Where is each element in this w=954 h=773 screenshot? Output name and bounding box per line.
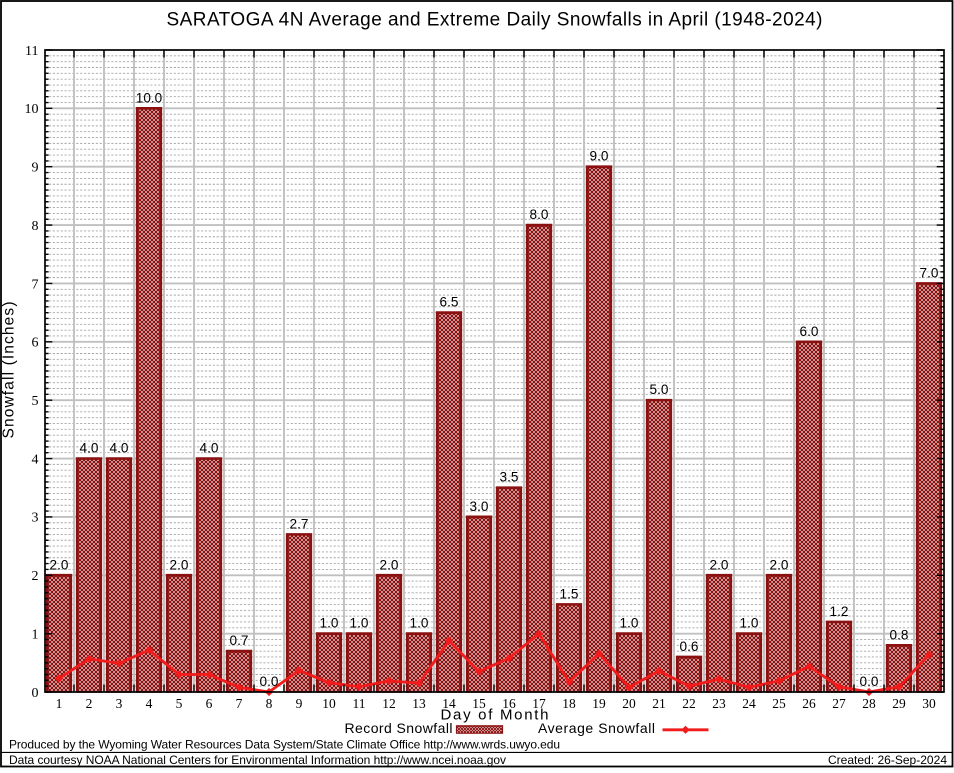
svg-text:0.6: 0.6	[680, 639, 699, 654]
svg-text:6: 6	[206, 696, 213, 711]
svg-text:0.7: 0.7	[230, 633, 249, 648]
svg-text:4.0: 4.0	[200, 441, 219, 456]
svg-text:8: 8	[266, 696, 273, 711]
svg-text:5.0: 5.0	[650, 382, 669, 397]
svg-text:1.2: 1.2	[830, 604, 849, 619]
svg-text:18: 18	[562, 696, 576, 711]
svg-text:2.0: 2.0	[380, 557, 399, 572]
svg-text:23: 23	[712, 696, 726, 711]
svg-text:11: 11	[25, 44, 38, 59]
svg-text:1.0: 1.0	[740, 616, 759, 631]
svg-text:2: 2	[32, 569, 39, 584]
svg-text:1: 1	[32, 627, 39, 642]
svg-text:4: 4	[146, 696, 153, 711]
svg-text:21: 21	[652, 696, 666, 711]
svg-text:Produced by the Wyoming Water: Produced by the Wyoming Water Resources …	[9, 738, 560, 752]
svg-text:19: 19	[592, 696, 606, 711]
svg-text:2: 2	[86, 696, 93, 711]
svg-text:1.0: 1.0	[620, 616, 639, 631]
svg-text:2.0: 2.0	[770, 557, 789, 572]
svg-text:Average Snowfall: Average Snowfall	[538, 720, 655, 736]
svg-text:Created: 26-Sep-2024: Created: 26-Sep-2024	[828, 753, 947, 767]
svg-text:6.5: 6.5	[440, 295, 459, 310]
svg-text:1: 1	[56, 696, 63, 711]
svg-text:29: 29	[892, 696, 906, 711]
svg-text:Data courtesy NOAA National Ce: Data courtesy NOAA National Centers for …	[9, 753, 506, 767]
svg-text:8: 8	[32, 219, 39, 234]
svg-text:1.5: 1.5	[560, 586, 579, 601]
svg-text:7: 7	[236, 696, 243, 711]
svg-text:0.8: 0.8	[890, 627, 909, 642]
svg-text:12: 12	[382, 696, 396, 711]
svg-text:2.7: 2.7	[290, 516, 309, 531]
svg-text:3: 3	[116, 696, 123, 711]
svg-text:27: 27	[832, 696, 846, 711]
svg-text:10: 10	[322, 696, 336, 711]
svg-text:14: 14	[442, 696, 456, 711]
svg-text:Day of Month: Day of Month	[441, 706, 549, 723]
svg-text:22: 22	[682, 696, 696, 711]
svg-text:8.0: 8.0	[530, 207, 549, 222]
svg-text:4: 4	[32, 452, 39, 467]
svg-text:20: 20	[622, 696, 636, 711]
svg-text:SARATOGA 4N Average and Extrem: SARATOGA 4N Average and Extreme Daily Sn…	[167, 9, 823, 30]
svg-text:9: 9	[32, 161, 39, 176]
svg-text:9: 9	[296, 696, 303, 711]
svg-text:4.0: 4.0	[110, 441, 129, 456]
svg-text:3: 3	[32, 511, 39, 526]
svg-text:26: 26	[802, 696, 816, 711]
svg-text:28: 28	[862, 696, 876, 711]
svg-text:1.0: 1.0	[350, 616, 369, 631]
svg-text:5: 5	[176, 696, 183, 711]
svg-text:2.0: 2.0	[710, 557, 729, 572]
svg-text:5: 5	[32, 394, 39, 409]
svg-text:25: 25	[772, 696, 786, 711]
svg-text:3.5: 3.5	[500, 470, 519, 485]
svg-text:6.0: 6.0	[800, 324, 819, 339]
svg-text:3.0: 3.0	[470, 499, 489, 514]
svg-text:2.0: 2.0	[50, 557, 69, 572]
svg-text:24: 24	[742, 696, 756, 711]
svg-text:0.0: 0.0	[260, 674, 279, 689]
svg-text:13: 13	[412, 696, 426, 711]
svg-text:4.0: 4.0	[80, 441, 99, 456]
svg-text:30: 30	[922, 696, 936, 711]
svg-text:9.0: 9.0	[590, 149, 609, 164]
svg-text:15: 15	[472, 696, 486, 711]
svg-text:11: 11	[353, 696, 366, 711]
svg-text:16: 16	[502, 696, 516, 711]
svg-text:0: 0	[32, 686, 39, 701]
svg-text:Record Snowfall: Record Snowfall	[345, 720, 453, 736]
svg-text:10: 10	[25, 102, 39, 117]
svg-text:7: 7	[32, 277, 39, 292]
svg-text:1.0: 1.0	[410, 616, 429, 631]
svg-text:0.0: 0.0	[860, 674, 879, 689]
svg-text:6: 6	[32, 336, 39, 351]
svg-text:2.0: 2.0	[170, 557, 189, 572]
svg-text:10.0: 10.0	[136, 90, 163, 105]
svg-text:17: 17	[532, 696, 546, 711]
svg-text:Snowfall (Inches): Snowfall (Inches)	[1, 302, 18, 439]
svg-text:7.0: 7.0	[920, 265, 939, 280]
svg-text:1.0: 1.0	[320, 616, 339, 631]
